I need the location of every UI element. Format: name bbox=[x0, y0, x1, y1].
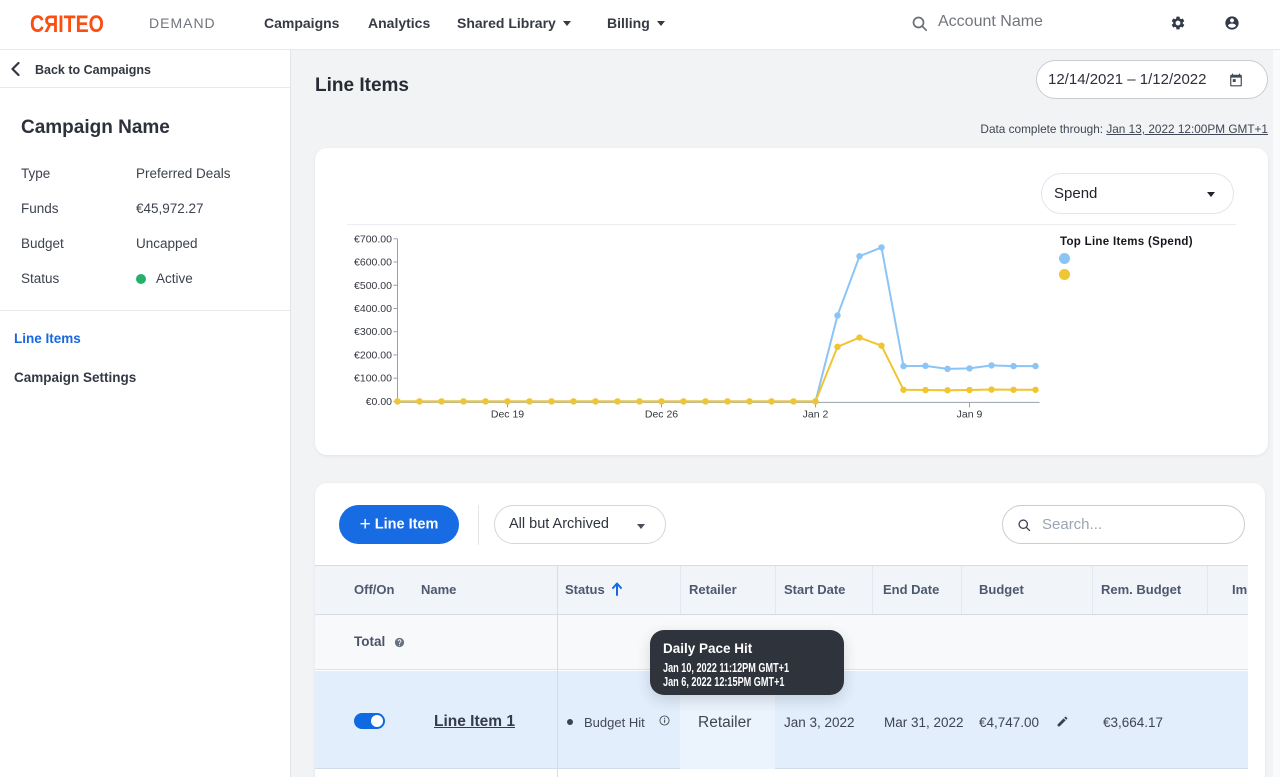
svg-text:Jan 9: Jan 9 bbox=[957, 408, 983, 420]
svg-text:€400.00: €400.00 bbox=[354, 303, 392, 315]
svg-text:€500.00: €500.00 bbox=[354, 280, 392, 292]
svg-text:Dec 19: Dec 19 bbox=[491, 408, 524, 420]
svg-text:€700.00: €700.00 bbox=[354, 233, 392, 245]
svg-text:€0.00: €0.00 bbox=[366, 396, 392, 408]
svg-text:Jan 2: Jan 2 bbox=[803, 408, 829, 420]
svg-text:Dec 26: Dec 26 bbox=[645, 408, 678, 420]
svg-text:€300.00: €300.00 bbox=[354, 326, 392, 338]
svg-text:€100.00: €100.00 bbox=[354, 373, 392, 385]
svg-text:€200.00: €200.00 bbox=[354, 349, 392, 361]
svg-text:€600.00: €600.00 bbox=[354, 257, 392, 269]
